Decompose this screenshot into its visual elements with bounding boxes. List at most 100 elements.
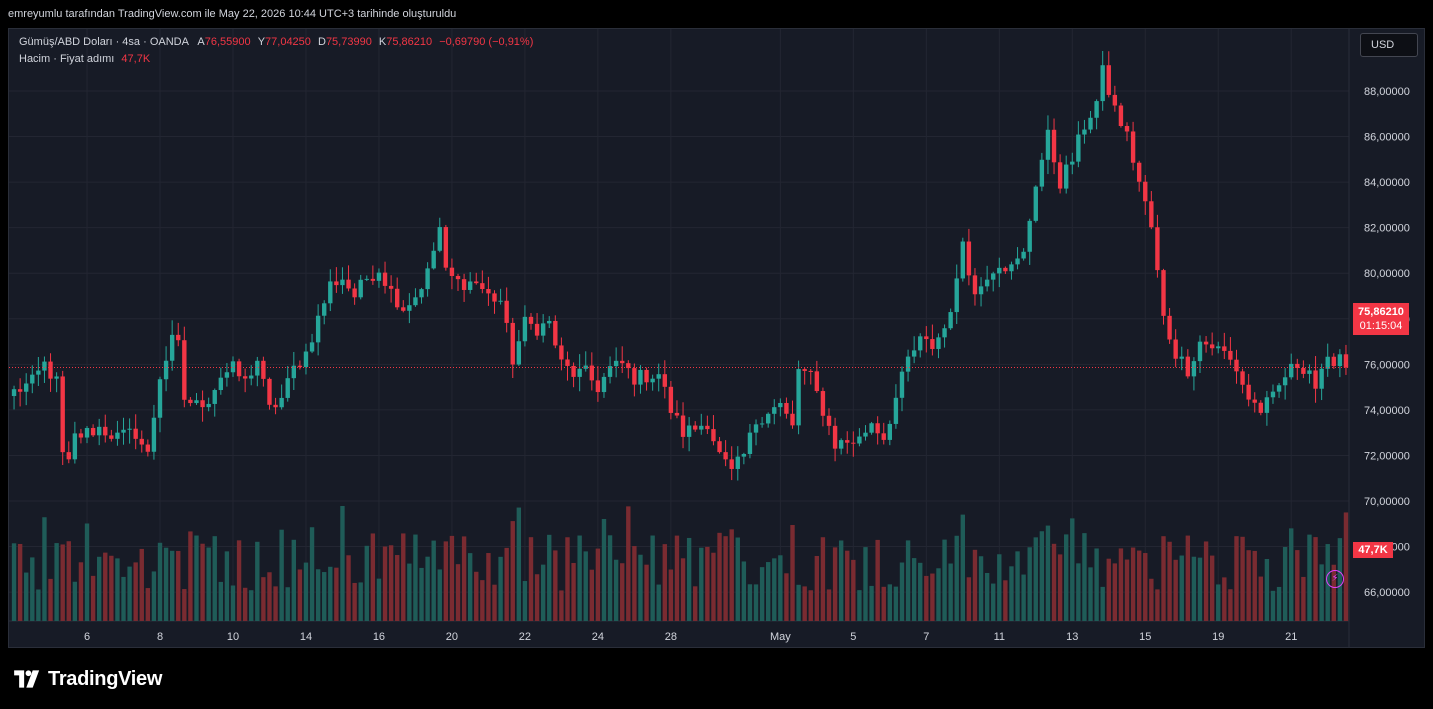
candle-body <box>632 368 637 385</box>
candle-body <box>194 400 199 404</box>
volume-bar <box>376 578 382 621</box>
volume-bar <box>72 581 78 621</box>
volume-bar <box>729 529 734 621</box>
volume-bar <box>1234 536 1239 621</box>
candle-body <box>261 360 266 379</box>
candle-body <box>157 379 163 418</box>
candle-body <box>991 273 996 280</box>
volume-bar <box>334 567 339 621</box>
candle-body <box>924 336 929 340</box>
candle-body <box>1246 384 1251 400</box>
price-chart[interactable]: 88,00000 86,00000 84,00000 82,00000 80,00000… <box>9 29 1425 648</box>
candle-body <box>772 407 777 414</box>
candle-body <box>851 442 856 444</box>
volume-bar <box>1197 557 1203 621</box>
volume-bar <box>1051 543 1057 621</box>
volume-bar <box>772 558 777 621</box>
time-tick-label: 7 <box>923 631 929 643</box>
volume-bar <box>547 534 552 621</box>
candle-body <box>1051 129 1057 163</box>
candle-body <box>711 429 716 442</box>
candle-body <box>650 378 655 383</box>
volume-bar <box>54 543 59 621</box>
volume-bar <box>571 562 576 621</box>
volume-bar <box>1003 580 1008 621</box>
candle-body <box>127 428 132 430</box>
volume-bar <box>759 567 765 621</box>
candle-body <box>1295 363 1300 368</box>
candle-body <box>176 334 181 341</box>
candle-body <box>668 386 674 413</box>
volume-bar <box>778 555 783 621</box>
volume-bar <box>395 555 400 621</box>
volume-bar <box>90 575 96 621</box>
candle-body <box>1216 346 1221 349</box>
candle-body <box>1222 346 1227 351</box>
volume-bar <box>1343 512 1349 621</box>
candle-body <box>1009 264 1014 272</box>
price-tick-label: 88,00000 <box>1364 86 1410 98</box>
candle-body <box>948 312 953 329</box>
candle-body <box>1100 65 1105 102</box>
volume-bar <box>133 562 138 621</box>
currency-button[interactable]: USD <box>1360 33 1418 57</box>
volume-bar <box>249 590 254 621</box>
volume-bar <box>169 550 175 621</box>
volume-bar <box>1276 586 1282 621</box>
chart-panel[interactable]: 88,00000 86,00000 84,00000 82,00000 80,00000… <box>8 28 1425 648</box>
volume-bar <box>115 558 120 621</box>
volume-bar <box>820 537 826 621</box>
candle-body <box>747 432 753 454</box>
candle-body <box>236 361 242 377</box>
volume-bar <box>1270 590 1276 621</box>
volume-bar <box>991 583 996 621</box>
candle-body <box>309 342 315 352</box>
price-tick-label: 72,00000 <box>1364 450 1410 462</box>
volume-bar <box>626 506 631 621</box>
candle-body <box>899 371 905 398</box>
volume-bar <box>1313 537 1318 621</box>
volume-bar <box>1070 518 1075 621</box>
volume-bar <box>948 563 953 621</box>
volume-bar <box>1295 550 1300 621</box>
volume-bar <box>139 548 144 621</box>
candle-body <box>340 279 345 286</box>
candle-body <box>1289 363 1294 378</box>
volume-bar <box>814 555 820 621</box>
volume-bar <box>589 569 595 621</box>
candle-body <box>370 278 376 281</box>
volume-bar <box>905 540 911 621</box>
volume-bar <box>206 547 211 621</box>
volume-bar <box>662 544 667 621</box>
volume-bar <box>78 562 84 621</box>
candle-body <box>881 433 886 440</box>
candle-body <box>1307 370 1312 374</box>
candle-body <box>1203 341 1209 345</box>
volume-bar <box>358 582 363 621</box>
candle-body <box>358 279 363 298</box>
candle-body <box>808 370 813 372</box>
volume-bar <box>1021 574 1026 621</box>
volume-bar <box>705 546 710 621</box>
volume-bar <box>686 537 692 621</box>
volume-bar <box>540 564 546 621</box>
candle-body <box>498 300 503 302</box>
candle-body <box>249 375 254 379</box>
candle-body <box>954 278 959 313</box>
candle-body <box>42 361 47 371</box>
candle-body <box>1313 370 1318 389</box>
volume-bar <box>1143 553 1148 621</box>
candle-body <box>893 397 899 424</box>
volume-bar <box>60 544 65 621</box>
candle-body <box>960 241 965 279</box>
candle-body <box>644 369 649 383</box>
flash-icon[interactable]: ⚡ <box>1326 570 1344 588</box>
volume-bar <box>121 576 126 621</box>
candle-body <box>796 369 801 426</box>
volume-bar <box>784 573 789 621</box>
candle-body <box>492 293 497 302</box>
candle-body <box>1112 94 1118 106</box>
tradingview-logo-icon <box>14 670 40 688</box>
candle-body <box>467 281 473 290</box>
candle-body <box>455 275 461 280</box>
